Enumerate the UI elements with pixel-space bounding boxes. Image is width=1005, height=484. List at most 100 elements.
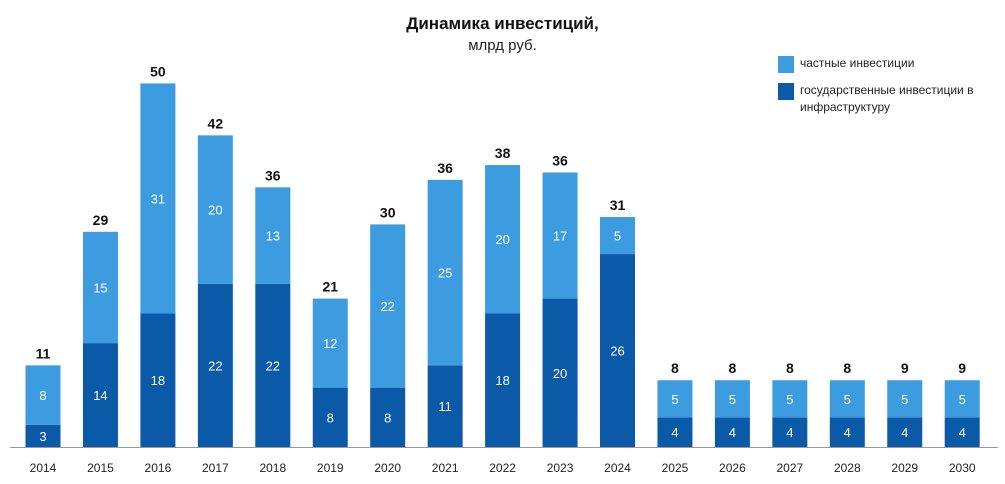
bar-label-state-2023: 20 [553,366,567,381]
bar-label-private-2030: 5 [959,392,966,407]
legend-label-state: государственные инвестиции в инфраструкт… [800,83,974,114]
total-label-2018: 36 [265,167,281,183]
legend-label-private: частные инвестиции [800,56,915,70]
bar-label-private-2025: 5 [671,392,678,407]
bar-private-2014 [25,365,61,425]
bar-state-2016 [140,313,176,447]
x-tick-label-2030: 2030 [949,461,976,475]
bar-label-state-2021: 11 [438,399,452,414]
x-tick-label-2021: 2021 [432,461,459,475]
bar-private-2020 [370,224,406,388]
bar-private-2025 [657,380,693,418]
x-tick-label-2017: 2017 [202,461,229,475]
bar-state-2021 [427,365,463,447]
total-label-2020: 30 [380,204,396,220]
chart-title: Динамика инвестиций, [406,14,599,33]
total-label-2027: 8 [786,360,794,376]
chart-subtitle: млрд руб. [468,37,537,54]
bar-state-2023 [542,298,578,447]
x-tick-label-2027: 2027 [776,461,803,475]
total-label-2025: 8 [671,360,679,376]
bar-private-2024 [600,216,635,255]
x-tick-label-2028: 2028 [834,461,861,475]
bar-state-2030 [944,417,980,447]
bar-label-private-2027: 5 [786,392,793,407]
bar-private-2015 [82,231,118,344]
bar-label-state-2024: 26 [610,344,624,359]
bar-state-2026 [714,417,750,447]
bar-private-2016 [140,83,176,314]
legend-item-state: государственные инвестиции в инфраструкт… [778,82,998,116]
total-label-2022: 38 [495,145,511,161]
bar-state-2019 [312,387,348,447]
bar-label-private-2021: 25 [438,266,452,281]
bar-label-private-2024: 5 [614,229,621,244]
bar-label-private-2026: 5 [729,392,736,407]
bar-label-state-2017: 22 [208,358,222,373]
bar-state-2015 [82,343,118,447]
legend-swatch-state [778,83,794,100]
x-tick-label-2026: 2026 [719,461,746,475]
x-tick-label-2018: 2018 [259,461,286,475]
bar-label-state-2022: 18 [495,373,509,388]
x-tick-label-2016: 2016 [145,461,172,475]
bar-label-private-2019: 12 [323,336,337,351]
x-tick-label-2024: 2024 [604,461,631,475]
total-label-2024: 31 [610,197,626,213]
bar-label-state-2018: 22 [266,358,280,373]
bar-label-state-2019: 8 [327,410,334,425]
bar-private-2029 [887,380,923,418]
bar-state-2028 [829,417,865,447]
bar-state-2014 [25,424,61,447]
x-tick-label-2025: 2025 [662,461,689,475]
bar-label-private-2023: 17 [553,229,567,244]
bar-state-2018 [255,283,291,447]
total-label-2014: 11 [36,345,51,361]
total-label-2019: 21 [322,279,338,295]
bar-private-2017 [197,135,233,284]
bar-private-2027 [772,380,808,418]
bar-private-2030 [944,380,980,418]
bar-label-private-2014: 8 [39,388,46,403]
bar-label-private-2016: 31 [151,191,165,206]
total-label-2016: 50 [150,63,166,79]
bar-label-state-2016: 18 [151,373,165,388]
legend-swatch-private [778,56,794,73]
bar-state-2017 [197,283,233,447]
bar-label-state-2030: 4 [959,425,966,440]
bar-state-2025 [657,417,693,447]
legend-item-private: частные инвестиции [778,55,998,73]
bar-label-state-2025: 4 [671,425,678,440]
x-tick-label-2020: 2020 [374,461,401,475]
x-tick-label-2014: 2014 [30,461,57,475]
bar-private-2022 [485,165,521,314]
total-label-2028: 8 [843,360,851,376]
bar-label-state-2015: 14 [93,388,107,403]
bar-label-private-2020: 22 [380,299,394,314]
total-label-2030: 9 [958,360,966,376]
x-tick-label-2019: 2019 [317,461,344,475]
bar-label-private-2029: 5 [901,392,908,407]
bar-private-2026 [714,380,750,418]
total-label-2017: 42 [208,115,224,131]
total-label-2015: 29 [93,212,109,228]
bar-label-state-2014: 3 [39,429,46,444]
bar-label-state-2028: 4 [844,425,851,440]
bar-state-2020 [370,387,406,447]
total-label-2029: 9 [901,360,909,376]
total-label-2026: 8 [729,360,737,376]
bar-label-private-2028: 5 [844,392,851,407]
total-label-2023: 36 [552,152,568,168]
bar-state-2022 [485,313,521,447]
x-tick-label-2023: 2023 [547,461,574,475]
bar-private-2018 [255,187,291,284]
bar-label-private-2022: 20 [495,232,509,247]
bar-label-state-2020: 8 [384,410,391,425]
x-tick-label-2022: 2022 [489,461,516,475]
x-tick-label-2015: 2015 [87,461,114,475]
total-label-2021: 36 [437,160,453,176]
bar-label-state-2027: 4 [786,425,793,440]
legend: частные инвестиции государственные инвес… [778,55,998,126]
bar-state-2027 [772,417,808,447]
